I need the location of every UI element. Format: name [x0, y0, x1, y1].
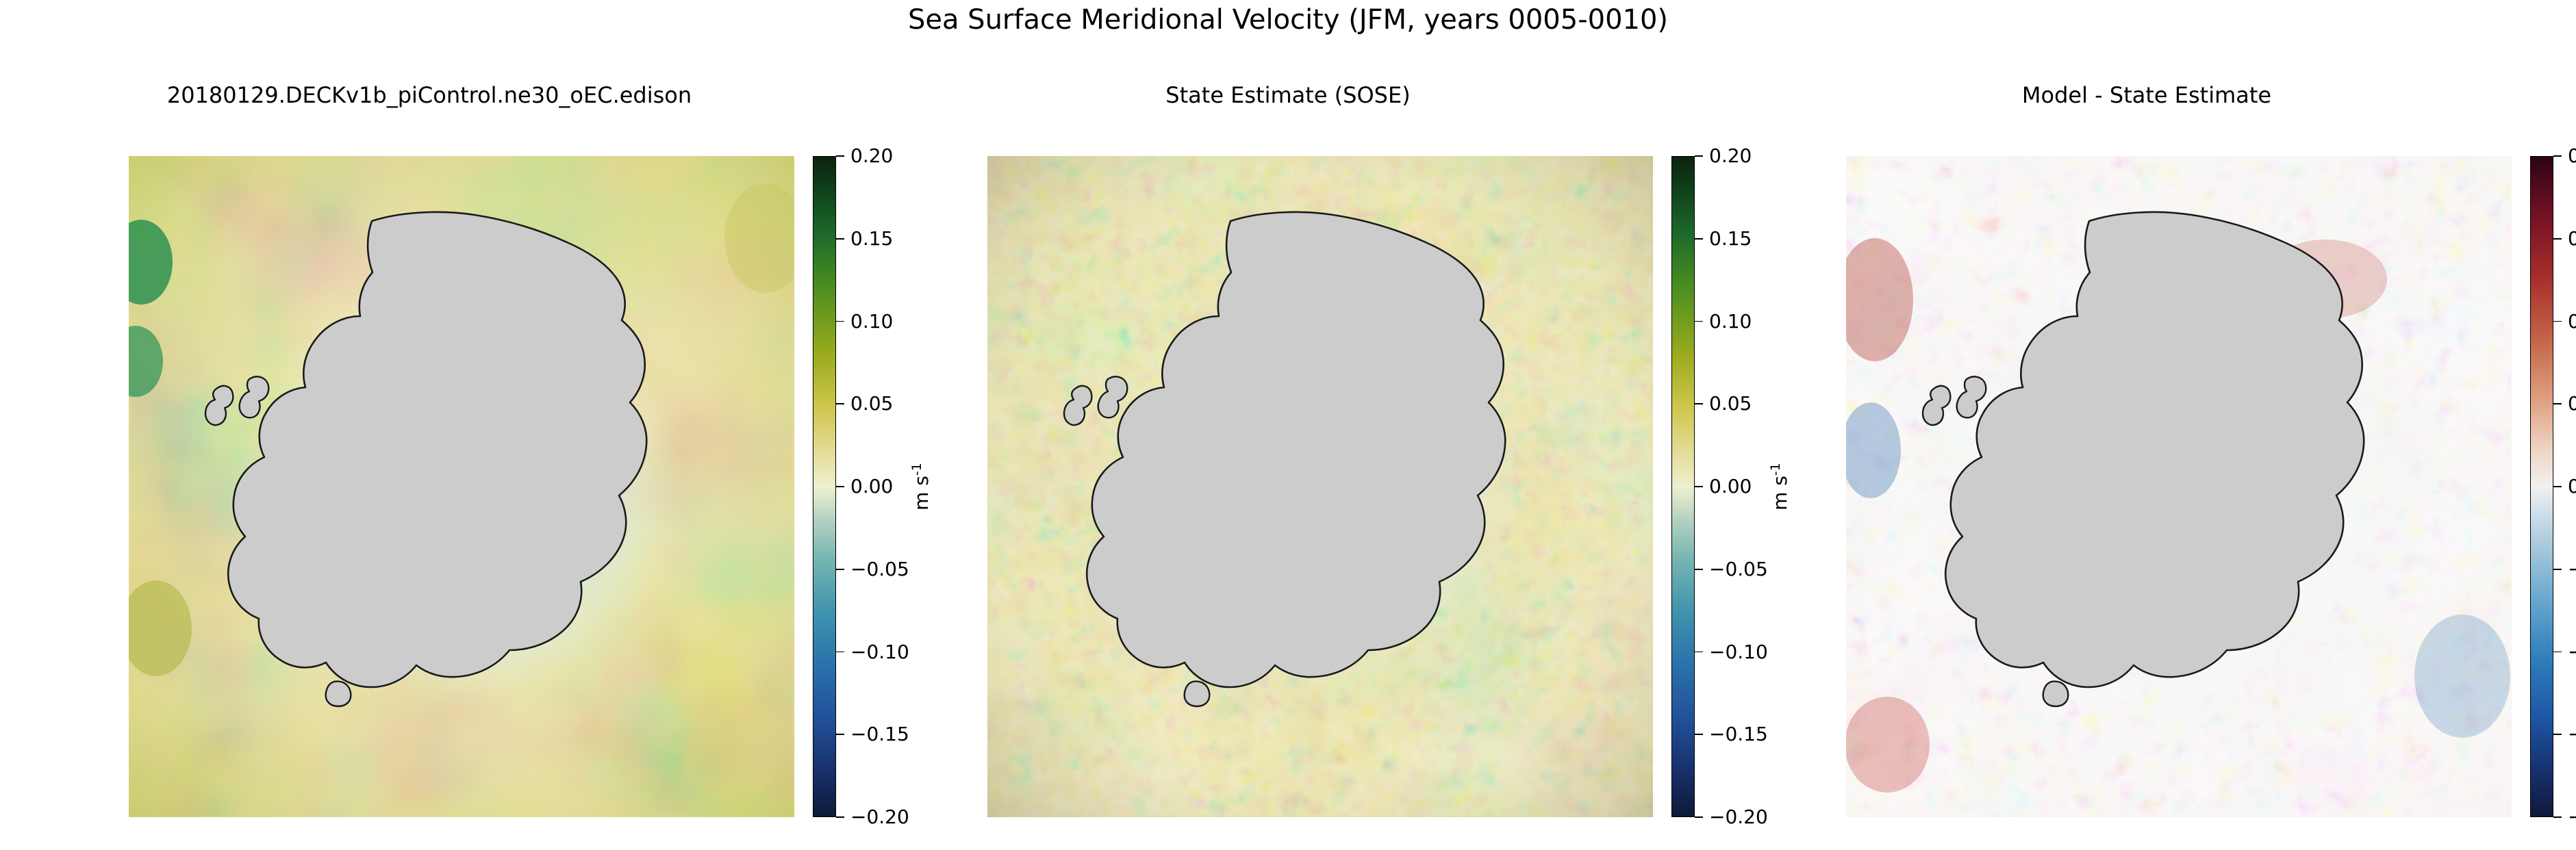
unit-exponent: -1	[909, 463, 924, 476]
tick-mark	[2553, 486, 2562, 487]
tick-label: −0.20	[2568, 806, 2576, 828]
tick-label: 0.05	[1709, 392, 1752, 415]
tick-mark	[1695, 320, 1703, 322]
colorbar-unit-label-sose: m s-1	[1768, 463, 1791, 511]
colorbar-difference[interactable]: 0.20 0.15 0.10 0.05 0.00 −0.05	[2530, 146, 2576, 827]
tick-mark	[1695, 155, 1703, 157]
tick-label: −0.05	[2568, 557, 2576, 580]
tick-mark	[2553, 651, 2562, 653]
tick-mark	[1695, 486, 1703, 487]
tick-mark	[836, 237, 844, 240]
map-canvas-sose	[987, 156, 1653, 817]
tick-label: 0.20	[1709, 144, 1752, 167]
tick-label: −0.10	[1709, 640, 1768, 663]
colorbar-model[interactable]: 0.20 0.15 0.10 0.05 0.00 −0.05	[813, 146, 933, 827]
tick-label: 0.10	[1709, 309, 1752, 333]
colorbar-sose[interactable]: 0.20 0.15 0.10 0.05 0.00 −0.05	[1671, 146, 1791, 827]
colorbar-gradient-sose	[1671, 156, 1695, 817]
map-canvas-difference	[1846, 156, 2512, 817]
antarctica-landmass	[1921, 211, 2365, 708]
tick-label: 0.00	[1709, 475, 1752, 498]
unit-base: m s	[1769, 476, 1792, 511]
tick-label: −0.15	[2568, 723, 2576, 746]
antarctica-landmass	[1063, 211, 1506, 708]
tick-mark	[2553, 237, 2562, 240]
colorbar-ticks-sose: 0.20 0.15 0.10 0.05 0.00 −0.05	[1695, 146, 1845, 827]
tick-mark	[2553, 734, 2562, 736]
panel-title-model: 20180129.DECKv1b_piControl.ne30_oEC.edis…	[166, 82, 692, 108]
map-sose[interactable]	[987, 156, 1653, 817]
tick-mark	[1695, 403, 1703, 405]
tick-label: −0.05	[1709, 557, 1768, 580]
tick-mark	[2553, 155, 2562, 157]
panel-title-difference: Model - State Estimate	[2021, 82, 2272, 108]
tick-mark	[1695, 651, 1703, 653]
tick-label: −0.15	[1709, 723, 1768, 746]
tick-mark	[836, 568, 844, 570]
tick-label: −0.10	[2568, 640, 2576, 663]
colorbar-ticks-difference: 0.20 0.15 0.10 0.05 0.00 −0.05	[2553, 146, 2576, 827]
colorbar-gradient-model	[813, 156, 836, 817]
tick-mark	[2553, 403, 2562, 405]
map-difference[interactable]	[1846, 156, 2512, 817]
antarctica-landmass	[204, 211, 648, 708]
tick-label: 0.00	[2568, 475, 2576, 498]
tick-label: −0.20	[850, 806, 909, 828]
tick-mark	[1695, 237, 1703, 240]
tick-label: 0.05	[2568, 392, 2576, 415]
tick-label: 0.15	[850, 227, 894, 250]
tick-mark	[836, 486, 844, 487]
tick-label: 0.15	[1709, 227, 1752, 250]
tick-label: −0.10	[850, 640, 909, 663]
tick-mark	[2553, 320, 2562, 322]
tick-label: 0.15	[2568, 227, 2576, 250]
tick-mark	[836, 155, 844, 157]
tick-mark	[1695, 568, 1703, 570]
tick-label: 0.05	[850, 392, 894, 415]
tick-label: −0.20	[1709, 806, 1768, 828]
colorbar-ticks-model: 0.20 0.15 0.10 0.05 0.00 −0.05	[836, 146, 987, 827]
tick-mark	[1695, 816, 1703, 818]
tick-label: −0.15	[850, 723, 909, 746]
panel-title-sose: State Estimate (SOSE)	[1165, 82, 1411, 108]
colorbar-unit-label-model: m s-1	[909, 463, 933, 511]
tick-label: 0.10	[850, 309, 894, 333]
tick-label: 0.20	[850, 144, 894, 167]
tick-mark	[2553, 568, 2562, 570]
tick-mark	[836, 403, 844, 405]
tick-label: 0.00	[850, 475, 894, 498]
tick-label: 0.20	[2568, 144, 2576, 167]
tick-mark	[1695, 734, 1703, 736]
map-model[interactable]	[129, 156, 794, 817]
unit-exponent: -1	[1767, 463, 1783, 476]
map-canvas-model	[129, 156, 794, 817]
tick-mark	[2553, 816, 2562, 818]
tick-mark	[836, 651, 844, 653]
unit-base: m s	[910, 476, 933, 511]
figure-title: Sea Surface Meridional Velocity (JFM, ye…	[907, 4, 1669, 36]
tick-mark	[836, 734, 844, 736]
tick-label: 0.10	[2568, 309, 2576, 333]
colorbar-gradient-difference	[2530, 156, 2553, 817]
tick-label: −0.05	[850, 557, 909, 580]
tick-mark	[836, 320, 844, 322]
tick-mark	[836, 816, 844, 818]
